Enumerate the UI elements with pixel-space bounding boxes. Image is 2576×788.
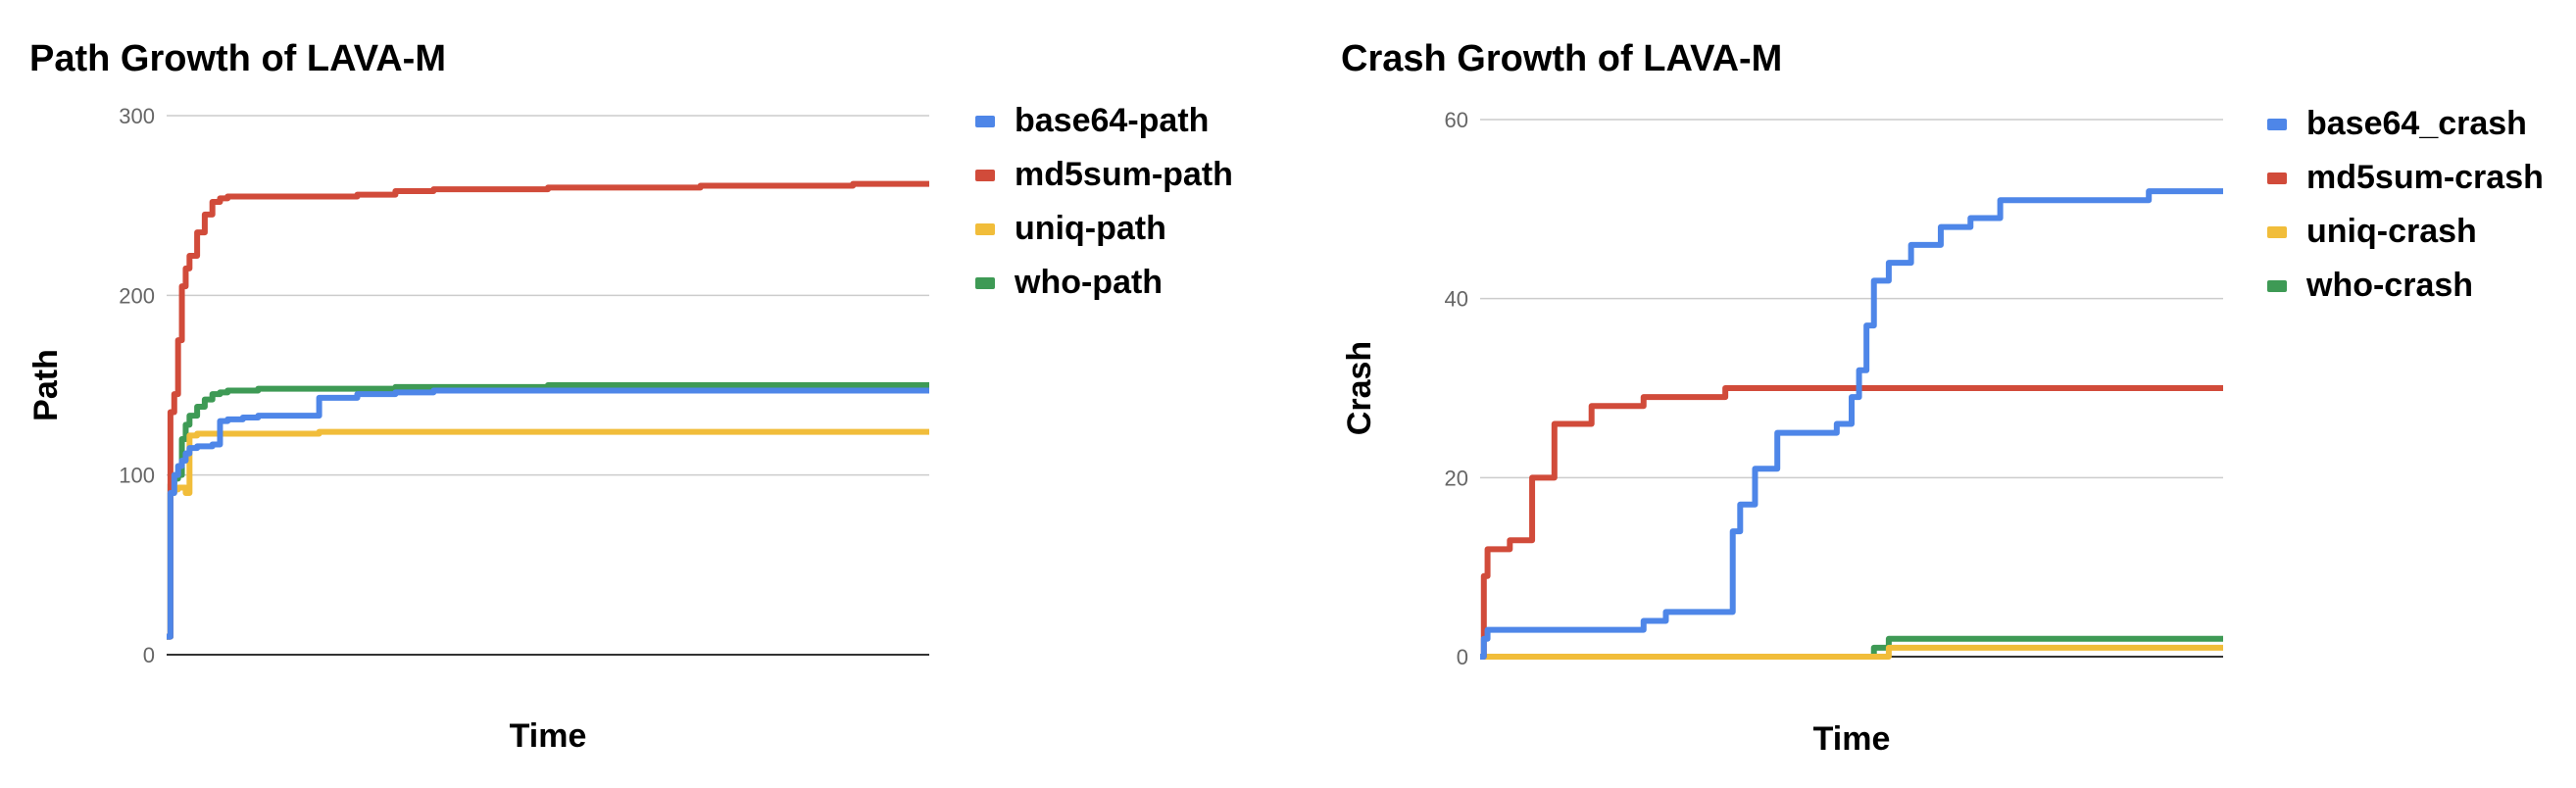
legend-swatch	[2267, 226, 2287, 238]
y-tick-label: 20	[1445, 466, 1468, 490]
y-tick-label: 100	[119, 464, 155, 488]
y-axis-title: Crash	[1341, 341, 1378, 435]
series-line-who-path	[167, 382, 929, 640]
legend-swatch	[2267, 280, 2287, 292]
y-tick-label: 200	[119, 283, 155, 308]
series-line-base64_crash	[1480, 188, 2223, 660]
legend-swatch	[2267, 172, 2287, 184]
legend-swatch	[975, 223, 995, 235]
x-axis-title: Time	[510, 717, 587, 755]
legend-label: who-crash	[2305, 267, 2473, 304]
series-line-md5sum-path	[167, 180, 929, 640]
y-tick-label: 0	[143, 643, 155, 667]
legend-label: base64_crash	[2306, 105, 2527, 142]
legend-label: md5sum-path	[1015, 156, 1233, 193]
legend-label: base64-path	[1015, 102, 1209, 139]
series-line-md5sum-crash	[1480, 385, 2223, 660]
series-line-uniq-crash	[1480, 644, 2223, 660]
chart-title: Path Growth of LAVA-M	[29, 38, 446, 79]
legend-swatch	[2267, 119, 2287, 130]
y-tick-label: 60	[1445, 108, 1468, 132]
x-axis-title: Time	[1813, 720, 1891, 758]
chart-1: Path Growth of LAVA-M 0 100 200 300 Path Time b…	[27, 38, 1233, 755]
y-tick-label: 300	[119, 104, 155, 128]
legend-swatch	[975, 116, 995, 127]
legend-label: uniq-path	[1015, 210, 1166, 247]
legend-swatch	[975, 277, 995, 289]
legend-label: who-path	[1014, 264, 1163, 301]
series-line-uniq-path	[167, 428, 929, 640]
legend-label: uniq-crash	[2306, 213, 2477, 250]
y-tick-label: 0	[1457, 645, 1468, 669]
legend-swatch	[975, 170, 995, 181]
legend-label: md5sum-crash	[2306, 159, 2544, 196]
y-axis-title: Path	[27, 349, 65, 421]
y-tick-label: 40	[1445, 287, 1468, 312]
chart-2: Crash Growth of LAVA-M 0 20 40 60 Crash Time ba…	[1341, 38, 2544, 758]
series-line-base64-path	[167, 387, 929, 640]
chart-title: Crash Growth of LAVA-M	[1341, 38, 1782, 79]
